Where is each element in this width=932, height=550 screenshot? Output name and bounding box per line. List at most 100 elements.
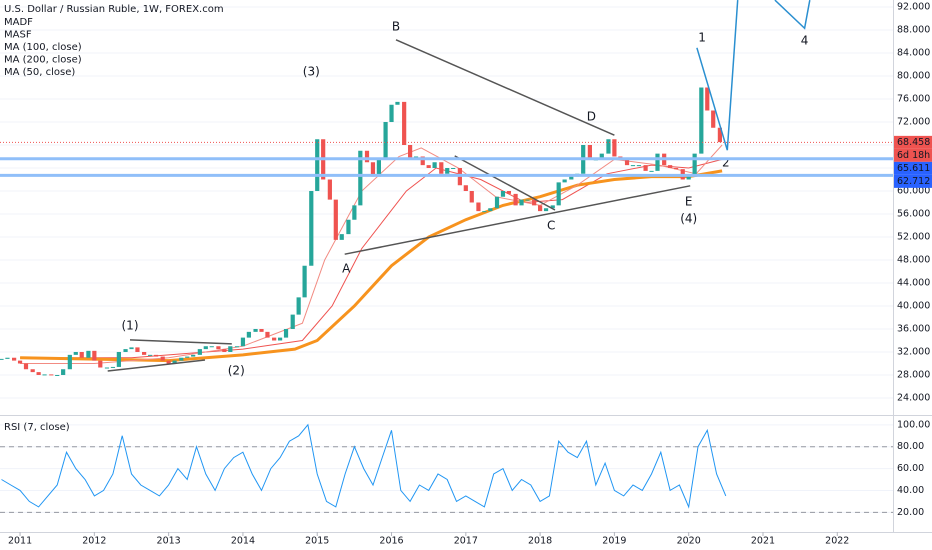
price-label: 62.712 (897, 176, 930, 187)
candle (649, 170, 654, 172)
candle (110, 366, 116, 368)
candle (253, 328, 258, 332)
candle (12, 357, 17, 361)
candle (370, 162, 376, 177)
candle (166, 360, 171, 364)
candle (432, 162, 437, 169)
wave-label: (2) (228, 363, 245, 377)
candle (55, 374, 60, 376)
trendline (696, 0, 739, 151)
candle (513, 193, 518, 206)
price-axis: 20.00 40.00 60.00 80.00 100.00 (897, 419, 930, 517)
candle (717, 127, 722, 143)
candle (655, 153, 660, 171)
candle (562, 179, 567, 183)
y-tick-label: 84.000 (897, 48, 930, 59)
y-tick-label: 32.000 (897, 346, 930, 357)
candle (445, 168, 450, 174)
candle (587, 145, 592, 160)
candle (451, 168, 456, 170)
candle (277, 337, 283, 341)
candle (376, 159, 381, 177)
candle (673, 168, 679, 170)
candle (23, 363, 29, 370)
candle (0, 358, 4, 360)
wave-label: 2 (722, 155, 730, 169)
price-label: 6d 18h (897, 150, 930, 161)
candle (5, 357, 10, 359)
candle (209, 346, 214, 348)
candle (383, 122, 388, 160)
candle (506, 190, 512, 194)
candle (550, 205, 555, 209)
candle (482, 211, 487, 213)
candle (185, 356, 190, 358)
candle (240, 337, 246, 347)
candle (191, 354, 196, 357)
y-tick-label: 44.000 (897, 277, 930, 288)
y-tick-label: 28.000 (897, 369, 930, 380)
chart-title: U.S. Dollar / Russian Ruble, 1W, FOREX.c… (4, 4, 224, 15)
y-tick-label: 92.000 (897, 2, 930, 13)
x-tick-label: 2015 (305, 536, 329, 547)
candle (49, 374, 54, 376)
candle (420, 156, 425, 166)
candle (30, 369, 35, 373)
candle (463, 185, 468, 191)
y-tick-label: 56.000 (897, 208, 930, 219)
x-tick-label: 2017 (454, 536, 478, 547)
y-tick-label: 40.000 (897, 300, 930, 311)
candle (488, 208, 493, 212)
y-tick-label: 60.00 (897, 463, 924, 474)
candle (79, 351, 84, 358)
wave-label: D (587, 109, 596, 123)
candle (315, 139, 320, 191)
trendline (395, 39, 615, 136)
candle (538, 205, 543, 212)
x-tick-label: 2021 (751, 536, 775, 547)
candle (283, 328, 289, 338)
candle (36, 372, 41, 375)
x-tick-label: 2013 (157, 536, 181, 547)
candle (556, 182, 561, 206)
candle (228, 346, 233, 352)
wave-label: (1) (122, 319, 139, 333)
trendline (774, 0, 811, 30)
candle (246, 331, 251, 338)
candle (61, 369, 66, 375)
wave-label: E (685, 194, 693, 208)
candle (699, 87, 704, 154)
candle (116, 351, 121, 367)
wave-label: 4 (801, 33, 809, 47)
candle (426, 165, 431, 169)
candle (123, 349, 128, 352)
candle (153, 354, 159, 357)
candle (333, 199, 338, 240)
candle (711, 110, 716, 128)
y-tick-label: 80.000 (897, 71, 930, 82)
candle (86, 350, 91, 358)
moving-average (20, 169, 723, 363)
x-tick-label: 2014 (231, 536, 255, 547)
candle (606, 139, 611, 154)
y-tick-label: 36.000 (897, 323, 930, 334)
y-tick-label: 40.00 (897, 485, 924, 496)
trendline (107, 359, 206, 372)
y-tick-label: 60.000 (897, 185, 930, 196)
candle (104, 367, 110, 369)
price-label: 65.611 (897, 163, 930, 174)
wave-label: B (392, 20, 400, 34)
candle (203, 346, 208, 350)
x-tick-label: 2019 (602, 536, 626, 547)
price-label-box (894, 161, 932, 175)
x-tick-label: 2018 (528, 536, 552, 547)
candle (500, 190, 506, 197)
candle (216, 346, 221, 350)
candle (142, 351, 147, 355)
candle (476, 202, 481, 212)
candle (352, 205, 357, 220)
candle (494, 196, 500, 209)
candle (327, 179, 332, 200)
candle (309, 190, 314, 266)
